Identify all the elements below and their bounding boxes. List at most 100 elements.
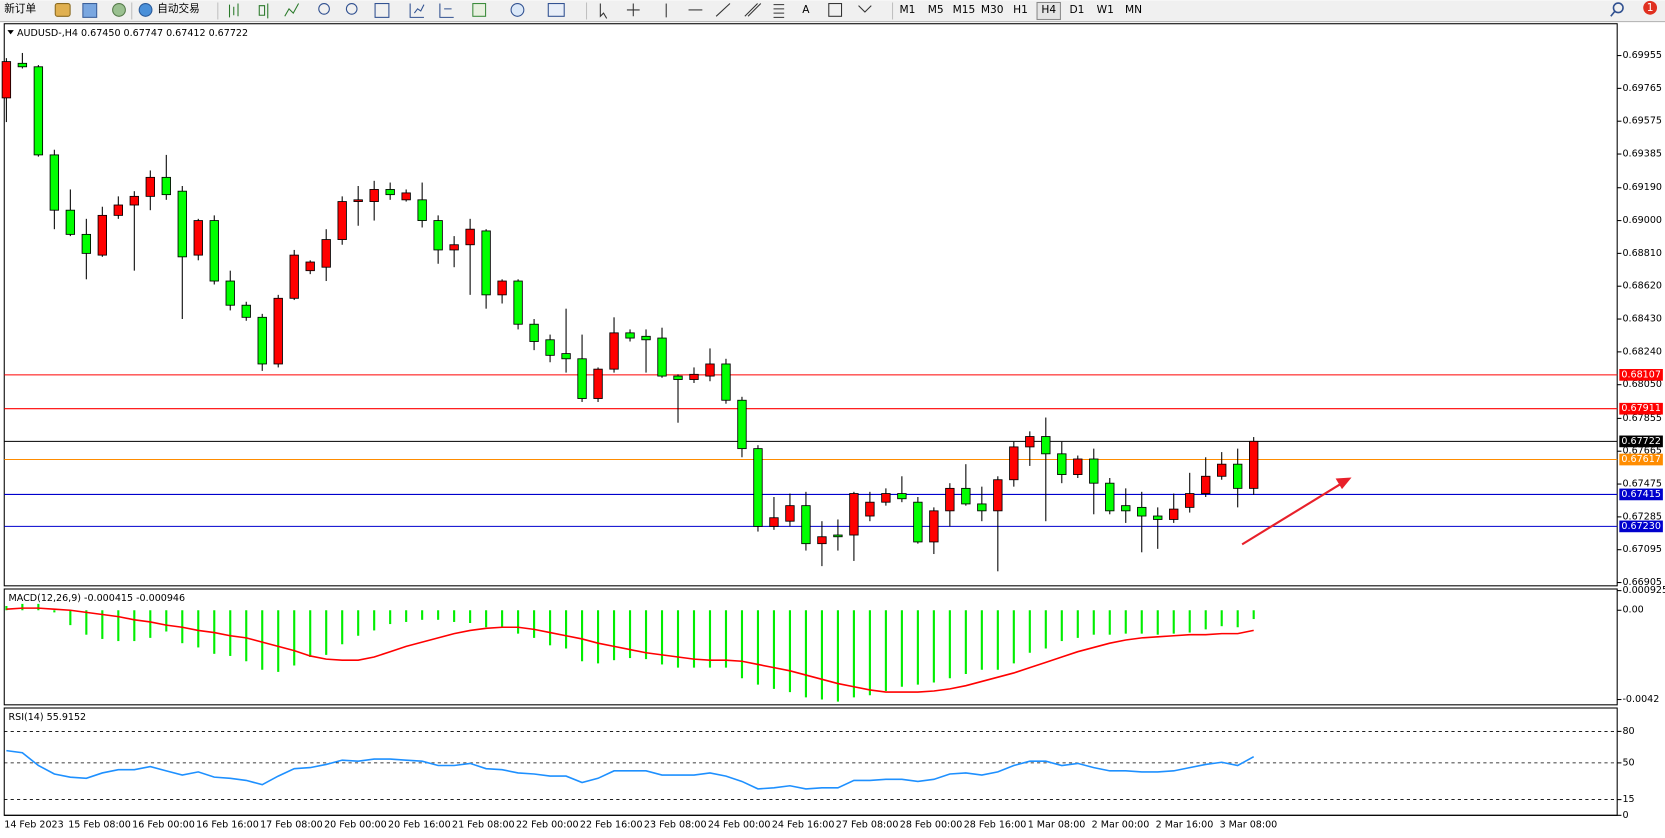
icon[interactable] bbox=[409, 3, 425, 18]
icon[interactable] bbox=[744, 3, 762, 17]
icon[interactable] bbox=[599, 3, 608, 19]
timeframe-button[interactable]: M15 bbox=[953, 3, 976, 16]
price-line-tag bbox=[1619, 402, 1663, 415]
candle-body bbox=[1201, 475, 1211, 494]
candle-body bbox=[721, 363, 731, 401]
price-line-tag bbox=[1619, 435, 1663, 448]
icon[interactable] bbox=[82, 3, 98, 18]
price-line-label: 0.67617 bbox=[1621, 454, 1660, 465]
candle-body bbox=[737, 399, 747, 450]
candle-body bbox=[289, 254, 299, 299]
candle-body bbox=[177, 190, 187, 258]
arrow-line bbox=[1241, 482, 1342, 546]
y-tick-label: 0.69190 bbox=[1622, 182, 1661, 193]
x-tick-label: 3 Mar 08:00 bbox=[1220, 819, 1278, 830]
x-tick-label: 23 Feb 08:00 bbox=[644, 819, 707, 830]
candle-body bbox=[657, 337, 667, 377]
y-tick-label: 0.69765 bbox=[1622, 83, 1661, 94]
pane-title: RSI(14) 55.9152 bbox=[9, 712, 87, 723]
icon[interactable] bbox=[472, 3, 487, 17]
icon[interactable] bbox=[258, 3, 269, 19]
timeframe-button[interactable]: D1 bbox=[1070, 3, 1085, 16]
candle-body bbox=[497, 280, 507, 296]
drawing-tools[interactable] bbox=[599, 3, 872, 19]
text-tool[interactable]: A bbox=[802, 3, 810, 16]
icon[interactable] bbox=[112, 3, 126, 17]
candle-body bbox=[81, 233, 92, 254]
candle-body bbox=[241, 304, 251, 318]
x-tick-label: 14 Feb 2023 bbox=[4, 819, 63, 830]
icon[interactable] bbox=[828, 3, 843, 17]
candle-body bbox=[977, 503, 987, 512]
icon[interactable] bbox=[858, 5, 872, 13]
price-line-tag bbox=[1619, 453, 1663, 466]
candle-body bbox=[945, 487, 955, 512]
candle-body bbox=[529, 323, 539, 342]
timeframe-button[interactable]: W1 bbox=[1097, 3, 1114, 16]
x-tick-label: 16 Feb 16:00 bbox=[196, 819, 259, 830]
candle-body bbox=[433, 220, 443, 251]
candle-body bbox=[225, 280, 235, 306]
candle-body bbox=[897, 493, 907, 500]
price-line-tag bbox=[1619, 488, 1663, 501]
icon[interactable] bbox=[54, 3, 71, 17]
auto-trading-button[interactable]: 自动交易 bbox=[138, 2, 200, 17]
icon[interactable] bbox=[439, 3, 454, 18]
candle-body bbox=[833, 534, 843, 538]
icon[interactable] bbox=[374, 3, 390, 18]
candle-body bbox=[385, 189, 395, 196]
notification-badge[interactable] bbox=[1643, 0, 1658, 15]
icon[interactable] bbox=[345, 3, 358, 15]
toolbar-bg bbox=[0, 0, 1665, 22]
timeframe-button[interactable]: H1 bbox=[1013, 3, 1028, 16]
candle-body bbox=[593, 368, 603, 399]
candle-body bbox=[1169, 508, 1179, 520]
x-tick-label: 27 Feb 08:00 bbox=[836, 819, 899, 830]
timeframe-button[interactable]: H4 bbox=[1041, 3, 1056, 16]
x-tick-label: 20 Feb 16:00 bbox=[388, 819, 451, 830]
candle-body bbox=[641, 335, 651, 341]
new-order-button[interactable]: 新订单 bbox=[4, 2, 36, 15]
y-tick-label: 15 bbox=[1622, 794, 1634, 805]
candle-body bbox=[1009, 446, 1019, 481]
icon[interactable] bbox=[318, 3, 330, 15]
icon[interactable] bbox=[284, 3, 300, 17]
candle-body bbox=[369, 189, 379, 202]
candle-body bbox=[305, 261, 315, 272]
x-tick-label: 2 Mar 00:00 bbox=[1092, 819, 1150, 830]
icon[interactable] bbox=[547, 3, 565, 17]
y-tick-label: 0.67095 bbox=[1622, 544, 1661, 555]
timeframe-button[interactable]: MN bbox=[1125, 3, 1142, 16]
y-tick-label: 0 bbox=[1622, 810, 1628, 821]
zoom-icons[interactable] bbox=[318, 3, 454, 18]
icon[interactable] bbox=[626, 3, 640, 17]
y-tick-label: 0.67855 bbox=[1622, 413, 1661, 424]
icon[interactable] bbox=[510, 3, 525, 17]
candle-body bbox=[465, 228, 475, 246]
chart-type-icons[interactable] bbox=[228, 3, 300, 19]
y-tick-label: 0.66905 bbox=[1622, 577, 1661, 588]
candle-body bbox=[209, 220, 219, 282]
timeframe-button[interactable]: M1 bbox=[899, 3, 915, 16]
timeframe-active bbox=[1036, 1, 1061, 21]
icon[interactable] bbox=[773, 4, 785, 18]
timeframe-button[interactable]: M30 bbox=[981, 3, 1004, 16]
candle-body bbox=[113, 204, 123, 216]
y-tick-label: 0.68810 bbox=[1622, 248, 1661, 259]
candle-body bbox=[1057, 453, 1067, 475]
candle-body bbox=[625, 332, 635, 339]
icon[interactable] bbox=[228, 3, 239, 18]
price-line-label: 0.67911 bbox=[1621, 403, 1660, 414]
timeframe-button[interactable]: M5 bbox=[928, 3, 944, 16]
search-icon[interactable] bbox=[1612, 2, 1624, 14]
candle-body bbox=[257, 316, 267, 365]
x-tick-label: 21 Feb 08:00 bbox=[452, 819, 515, 830]
chart-panes: 0.69955 0.69765 0.69575 0.69385 0.69190 0.690… bbox=[1, 23, 1665, 830]
x-tick-label: 16 Feb 00:00 bbox=[132, 819, 195, 830]
candle-body bbox=[673, 375, 683, 380]
icon[interactable] bbox=[715, 3, 731, 17]
price-line-label: 0.67722 bbox=[1621, 436, 1660, 447]
candle-body bbox=[849, 493, 859, 536]
x-tick-label: 22 Feb 00:00 bbox=[516, 819, 579, 830]
